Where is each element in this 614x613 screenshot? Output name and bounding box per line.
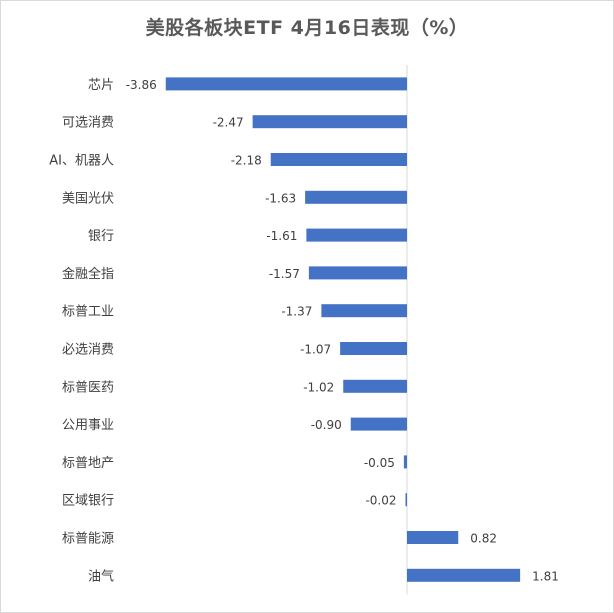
- data-label: -0.02: [365, 494, 396, 508]
- category-label: 区域银行: [62, 494, 114, 509]
- data-label: -2.18: [231, 154, 262, 168]
- data-label: -3.86: [126, 78, 157, 92]
- data-label: -1.07: [300, 343, 331, 357]
- bar: [321, 304, 407, 318]
- data-label: -2.47: [213, 116, 244, 130]
- bar: [407, 531, 459, 544]
- category-label: 必选消费: [62, 343, 114, 358]
- category-label: 标普能源: [62, 532, 114, 547]
- bar: [270, 153, 407, 166]
- data-label: -0.05: [364, 456, 395, 470]
- bar: [343, 379, 407, 393]
- category-label: 公用事业: [62, 418, 114, 433]
- category-label: AI、机器人: [49, 154, 114, 169]
- bar: [305, 190, 407, 204]
- data-label: 0.82: [470, 532, 497, 546]
- category-label: 标普工业: [62, 305, 114, 320]
- bar: [252, 115, 407, 129]
- bar: [350, 417, 407, 431]
- bar: [340, 342, 407, 355]
- data-label: -1.61: [266, 229, 297, 243]
- category-label: 银行: [88, 229, 114, 244]
- chart-title: 美股各板块ETF 4月16日表现（%）: [145, 17, 469, 39]
- bar: [308, 266, 407, 280]
- data-label: -1.37: [281, 305, 312, 319]
- category-label: 美国光伏: [62, 191, 114, 206]
- category-label: 标普地产: [62, 456, 114, 471]
- bar: [405, 493, 407, 507]
- bar: [306, 228, 407, 242]
- category-label: 标普医药: [62, 380, 114, 395]
- bar: [403, 455, 407, 469]
- category-label: 可选消费: [62, 116, 114, 131]
- data-label: -0.90: [311, 418, 342, 432]
- data-label: -1.02: [303, 380, 334, 394]
- data-label: -1.63: [265, 191, 296, 205]
- bar: [407, 568, 521, 582]
- category-label: 芯片: [88, 78, 114, 93]
- category-label: 油气: [88, 568, 114, 584]
- bar: [165, 77, 407, 91]
- data-label: 1.81: [532, 569, 559, 583]
- category-label: 金融全指: [62, 266, 114, 282]
- data-label: -1.57: [269, 267, 300, 281]
